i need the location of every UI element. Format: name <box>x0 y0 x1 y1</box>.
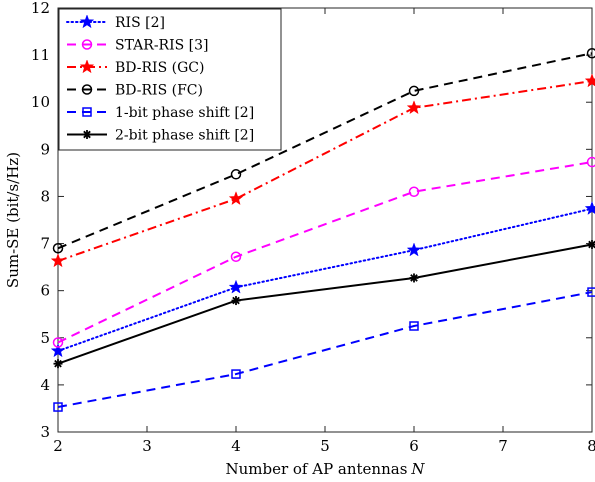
series-3-line <box>57 80 593 262</box>
y-tick-label-12: 12 <box>31 0 50 17</box>
y-tick-label-10: 10 <box>31 93 50 111</box>
legend-marker-3 <box>79 59 95 74</box>
y-tick-label-11: 11 <box>31 46 50 64</box>
y-axis-label: Sum-SE (bit/s/Hz) <box>4 152 22 288</box>
series-5-point-4 <box>587 287 595 297</box>
series-6-point-4-stroke-3 <box>588 240 595 249</box>
x-axis-label: Number of AP antennas N <box>225 460 425 478</box>
legend-marker-2 <box>81 39 93 50</box>
series-6-point-1-stroke-3 <box>54 359 62 368</box>
series-1-point-2 <box>228 279 244 294</box>
legend-entry-3: BD-RIS (GC) <box>67 59 204 76</box>
series-6-point-2 <box>231 296 241 306</box>
legend-label-5: 1-bit phase shift [2] <box>115 105 254 121</box>
series-2-point-4 <box>586 156 595 168</box>
legend-box <box>58 8 282 151</box>
x-tick-label-7: 7 <box>498 437 508 455</box>
series-3-point-4 <box>584 73 595 88</box>
series-1-line <box>57 207 593 352</box>
series-4-point-4 <box>586 47 595 59</box>
series-5-point-3 <box>409 321 419 331</box>
legend-marker-1 <box>79 14 95 29</box>
series-5-point-1 <box>53 402 63 412</box>
legend-entry-5: 1-bit phase shift [2] <box>67 105 254 121</box>
series-4-point-3 <box>408 85 420 97</box>
series-5-line <box>57 291 593 409</box>
legend-label-3: BD-RIS (GC) <box>115 60 204 76</box>
series-4-line <box>57 52 593 250</box>
series-2 <box>52 156 595 348</box>
series-4 <box>52 47 595 254</box>
legend-marker-4 <box>81 84 93 95</box>
x-tick-label-4: 4 <box>231 437 241 455</box>
series-6-line <box>57 243 593 365</box>
x-tick-label-3: 3 <box>142 437 152 455</box>
legend-entry-4: BD-RIS (FC) <box>67 83 203 99</box>
series-4-point-1 <box>52 243 64 254</box>
legend-label-4: BD-RIS (FC) <box>115 83 203 99</box>
legend-marker-5 <box>82 107 92 117</box>
series-1-point-4 <box>584 200 595 215</box>
y-tick-label-6: 6 <box>40 282 50 300</box>
series-6-point-3 <box>409 273 419 283</box>
series-6-point-4 <box>587 239 595 249</box>
legend-entry-1: RIS [2] <box>66 14 165 31</box>
series-2-point-1 <box>52 337 64 348</box>
series-5 <box>53 287 595 412</box>
y-tick-label-7: 7 <box>40 235 50 253</box>
series-2-line <box>57 161 593 344</box>
series-2-point-2 <box>230 251 242 262</box>
legend-label-6: 2-bit phase shift [2] <box>115 128 254 144</box>
x-tick-label-6: 6 <box>409 437 419 455</box>
series-6-point-3-stroke-3 <box>410 274 418 282</box>
legend-entry-2: STAR-RIS [3] <box>67 38 209 54</box>
series-3 <box>50 73 595 268</box>
series-6-point-1 <box>53 359 63 369</box>
series-6 <box>53 239 595 369</box>
series-3-point-2 <box>228 191 244 206</box>
legend-label-2: STAR-RIS [3] <box>115 38 209 54</box>
series-4-point-2 <box>230 169 242 180</box>
y-tick-label-4: 4 <box>40 376 50 394</box>
series-3-point-1 <box>50 253 66 268</box>
legend-marker-6 <box>82 130 92 139</box>
legend-label-1: RIS [2] <box>115 15 165 31</box>
x-tick-label-5: 5 <box>320 437 330 455</box>
legend-entry-6: 2-bit phase shift [2] <box>67 128 254 144</box>
series-1 <box>50 200 595 358</box>
y-tick-label-8: 8 <box>40 187 50 205</box>
series-2-point-3 <box>408 186 420 197</box>
y-tick-label-3: 3 <box>40 423 50 441</box>
x-tick-label-8: 8 <box>587 437 595 455</box>
series-6-point-2-stroke-3 <box>232 296 240 305</box>
series-1-point-1 <box>50 343 66 358</box>
legend: RIS [2] STAR-RIS [3] BD-RIS (GC) BD-RIS (FC… <box>58 8 282 151</box>
series-5-point-2 <box>231 369 241 379</box>
x-tick-label-2: 2 <box>53 437 63 455</box>
series-3-point-3 <box>406 100 422 115</box>
legend-marker-6-stroke-3 <box>83 130 91 139</box>
y-tick-label-9: 9 <box>40 140 50 158</box>
series-1-point-3 <box>406 242 422 257</box>
y-tick-label-5: 5 <box>40 329 50 347</box>
